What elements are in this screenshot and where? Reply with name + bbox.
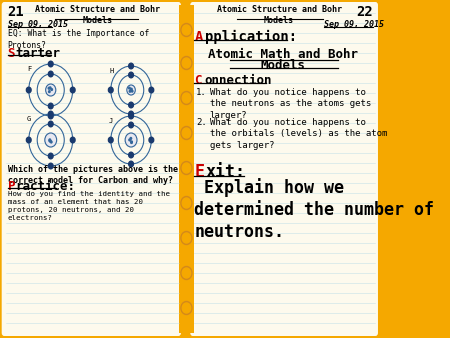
Text: Atomic Structure and Bohr
Models: Atomic Structure and Bohr Models xyxy=(216,5,342,25)
Circle shape xyxy=(129,87,130,89)
Text: Explain how we
determined the number of
neutrons.: Explain how we determined the number of … xyxy=(194,178,435,241)
Circle shape xyxy=(129,72,134,78)
Circle shape xyxy=(182,93,191,103)
Text: tarter: tarter xyxy=(15,47,60,60)
Text: Atomic Math and Bohr: Atomic Math and Bohr xyxy=(208,48,358,61)
Circle shape xyxy=(181,301,192,314)
Circle shape xyxy=(182,303,191,313)
Circle shape xyxy=(131,141,132,143)
Circle shape xyxy=(27,137,31,143)
Text: What do you notice happens to
the orbitals (levels) as the atom
gets larger?: What do you notice happens to the orbita… xyxy=(210,118,387,150)
Circle shape xyxy=(49,140,50,142)
Circle shape xyxy=(182,163,191,173)
Circle shape xyxy=(129,63,134,69)
Circle shape xyxy=(182,233,191,243)
Circle shape xyxy=(48,153,53,159)
Circle shape xyxy=(49,91,50,93)
Circle shape xyxy=(181,196,192,210)
Circle shape xyxy=(50,87,51,89)
Circle shape xyxy=(131,90,133,92)
Text: pplication:: pplication: xyxy=(205,30,297,44)
Circle shape xyxy=(45,84,56,96)
Circle shape xyxy=(182,25,191,35)
Circle shape xyxy=(129,139,130,141)
Circle shape xyxy=(181,24,192,37)
Text: Which of the pictures above is the
correct model for Carbon and why?: Which of the pictures above is the corre… xyxy=(8,165,178,185)
Circle shape xyxy=(127,85,135,95)
Circle shape xyxy=(182,198,191,208)
Circle shape xyxy=(108,87,113,93)
Circle shape xyxy=(131,142,132,143)
Circle shape xyxy=(130,138,131,139)
Text: C: C xyxy=(194,74,202,87)
Circle shape xyxy=(49,139,50,141)
Circle shape xyxy=(181,56,192,70)
Text: EQ: What is the Importance of
Protons?: EQ: What is the Importance of Protons? xyxy=(8,29,149,50)
Circle shape xyxy=(129,90,131,92)
Circle shape xyxy=(129,102,134,108)
Circle shape xyxy=(48,87,50,89)
Circle shape xyxy=(48,113,53,119)
FancyBboxPatch shape xyxy=(190,2,378,336)
Circle shape xyxy=(108,137,113,143)
Text: J: J xyxy=(109,118,113,124)
Text: Models: Models xyxy=(261,59,306,72)
Circle shape xyxy=(48,121,53,127)
Circle shape xyxy=(181,126,192,140)
Text: 22: 22 xyxy=(356,5,373,19)
Circle shape xyxy=(48,111,53,117)
Text: How do you find the identity and the
mass of an element that has 20
protons, 20 : How do you find the identity and the mas… xyxy=(8,191,170,221)
Text: A: A xyxy=(194,30,203,44)
Circle shape xyxy=(182,268,191,278)
Circle shape xyxy=(48,163,53,169)
Circle shape xyxy=(129,122,134,128)
Circle shape xyxy=(181,232,192,244)
Circle shape xyxy=(50,140,51,142)
Text: 21: 21 xyxy=(8,5,24,19)
Circle shape xyxy=(51,89,53,91)
Bar xyxy=(179,5,194,333)
Circle shape xyxy=(181,92,192,104)
Text: G: G xyxy=(27,116,32,122)
Circle shape xyxy=(181,266,192,280)
Text: P: P xyxy=(8,180,15,193)
Circle shape xyxy=(129,152,134,158)
Text: H: H xyxy=(109,68,113,74)
FancyBboxPatch shape xyxy=(2,2,181,336)
Circle shape xyxy=(125,133,137,147)
Text: 1.: 1. xyxy=(196,88,207,97)
Text: S: S xyxy=(8,47,15,60)
Circle shape xyxy=(182,58,191,68)
Text: onnection: onnection xyxy=(205,74,272,87)
Circle shape xyxy=(70,137,75,143)
Text: 2.: 2. xyxy=(196,118,207,127)
Circle shape xyxy=(48,103,53,109)
Circle shape xyxy=(149,87,154,93)
Circle shape xyxy=(149,137,154,143)
Text: xit:: xit: xyxy=(206,163,245,181)
Circle shape xyxy=(50,141,52,143)
Text: What do you notice happens to
the neutrons as the atoms gets
larger?: What do you notice happens to the neutro… xyxy=(210,88,371,120)
Circle shape xyxy=(181,162,192,174)
Circle shape xyxy=(182,128,191,138)
Circle shape xyxy=(130,88,132,90)
Circle shape xyxy=(129,111,134,117)
Text: Sep 09, 2015: Sep 09, 2015 xyxy=(324,20,384,29)
Circle shape xyxy=(70,87,75,93)
Text: Atomic Structure and Bohr
Models: Atomic Structure and Bohr Models xyxy=(35,5,160,25)
Circle shape xyxy=(45,133,57,147)
Circle shape xyxy=(129,113,134,119)
Circle shape xyxy=(48,71,53,77)
Text: ractice:: ractice: xyxy=(15,180,75,193)
Text: F: F xyxy=(27,66,32,72)
Circle shape xyxy=(48,61,53,67)
Circle shape xyxy=(129,161,134,167)
Text: Sep 09, 2015: Sep 09, 2015 xyxy=(8,20,68,29)
Text: E: E xyxy=(194,163,204,181)
Circle shape xyxy=(27,87,31,93)
